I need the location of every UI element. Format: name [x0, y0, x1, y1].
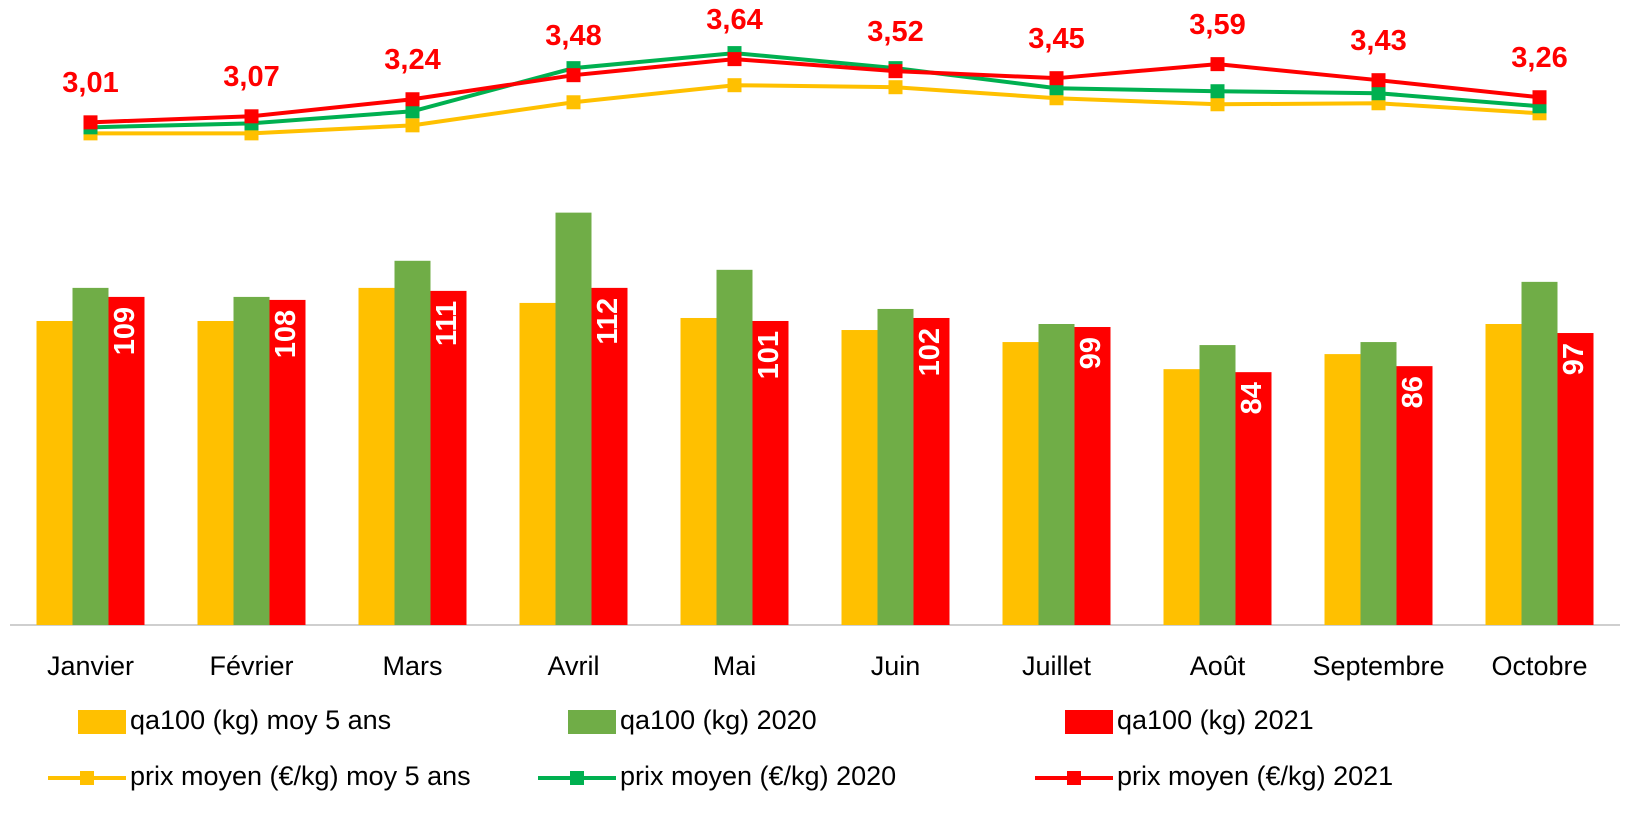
bar: [1002, 342, 1039, 625]
line-marker: [566, 95, 581, 110]
line-marker: [1049, 71, 1064, 86]
legend-marker: [570, 771, 584, 785]
line-marker: [727, 78, 742, 93]
x-tick-label: Mars: [383, 651, 443, 681]
line-marker: [244, 109, 259, 124]
line: [90, 51, 1540, 130]
legend-swatch: [1065, 710, 1113, 734]
bar: [1557, 333, 1594, 625]
line-marker: [405, 118, 420, 133]
x-tick-label: Janvier: [47, 651, 134, 681]
line-marker: [1210, 84, 1225, 99]
bar: [1396, 366, 1433, 625]
x-tick-label: Août: [1190, 651, 1246, 681]
legend-label: qa100 (kg) 2020: [620, 705, 817, 735]
bar: [358, 287, 395, 625]
line-value-label: 3,24: [384, 44, 440, 76]
bar: [752, 320, 789, 625]
bar: [430, 290, 467, 625]
legend-label: qa100 (kg) moy 5 ans: [130, 705, 391, 735]
bar: [1074, 327, 1111, 625]
bar: [197, 320, 234, 625]
bar: [1235, 372, 1272, 625]
legend-label: prix moyen (€/kg) moy 5 ans: [130, 761, 471, 791]
legend-swatch: [78, 710, 126, 734]
bar: [1324, 354, 1361, 625]
line-marker: [1210, 57, 1225, 72]
line-marker: [1371, 73, 1386, 88]
line-value-label: 3,64: [706, 4, 762, 36]
bar-value-label: 84: [1236, 382, 1268, 414]
bar: [394, 260, 431, 625]
line-marker: [566, 68, 581, 83]
bar: [1038, 324, 1075, 625]
line-marker: [83, 115, 98, 130]
legend-swatch: [568, 710, 616, 734]
line-value-label: 3,45: [1028, 23, 1084, 55]
bar-value-label: 101: [753, 331, 785, 379]
bar: [555, 212, 592, 625]
line-value-label: 3,01: [62, 67, 118, 99]
bar-value-label: 97: [1558, 343, 1590, 375]
legend-marker: [80, 771, 94, 785]
bar: [716, 269, 753, 625]
line-marker: [405, 92, 420, 107]
x-tick-label: Juin: [871, 651, 921, 681]
line-value-label: 3,26: [1511, 42, 1567, 74]
bar: [877, 308, 914, 625]
bar: [1163, 369, 1200, 625]
line-value-label: 3,52: [867, 16, 923, 48]
line-marker: [1532, 90, 1547, 105]
line-marker: [888, 64, 903, 79]
bar-value-label: 102: [914, 328, 946, 376]
line-marker: [1371, 86, 1386, 101]
bar: [1485, 324, 1522, 625]
bar: [269, 299, 306, 625]
bar-value-label: 111: [431, 301, 463, 346]
bar: [72, 287, 109, 625]
x-tick-label: Février: [209, 651, 293, 681]
line-marker: [405, 104, 420, 119]
x-tick-label: Avril: [547, 651, 599, 681]
bar: [680, 317, 717, 625]
x-tick-label: Septembre: [1312, 651, 1444, 681]
bar-value-label: 86: [1397, 376, 1429, 408]
line: [90, 83, 1540, 136]
legend-label: prix moyen (€/kg) 2020: [620, 761, 896, 791]
bar: [233, 296, 270, 625]
x-tick-label: Mai: [713, 651, 757, 681]
line-marker: [888, 80, 903, 95]
line: [90, 57, 1540, 125]
bar: [1521, 281, 1558, 625]
bar: [1360, 342, 1397, 625]
bar: [1199, 345, 1236, 625]
bar: [36, 320, 73, 625]
x-tick-label: Juillet: [1022, 651, 1092, 681]
line-value-label: 3,59: [1189, 9, 1245, 41]
legend-label: qa100 (kg) 2021: [1117, 705, 1314, 735]
bar-value-label: 99: [1075, 337, 1107, 369]
bar: [591, 287, 628, 625]
x-tick-label: Octobre: [1491, 651, 1587, 681]
legend-marker: [1067, 771, 1081, 785]
legend-label: prix moyen (€/kg) 2021: [1117, 761, 1393, 791]
line-value-label: 3,43: [1350, 25, 1406, 57]
bar-value-label: 109: [109, 307, 141, 355]
bar: [519, 302, 556, 625]
bar: [841, 330, 878, 625]
line-value-label: 3,07: [223, 61, 279, 93]
bar-value-label: 112: [592, 298, 624, 345]
line-value-label: 3,48: [545, 20, 601, 52]
bar: [108, 296, 145, 625]
bar-value-label: 108: [270, 310, 302, 358]
line-marker: [727, 52, 742, 67]
line-marker: [1210, 97, 1225, 112]
bar: [913, 317, 950, 625]
